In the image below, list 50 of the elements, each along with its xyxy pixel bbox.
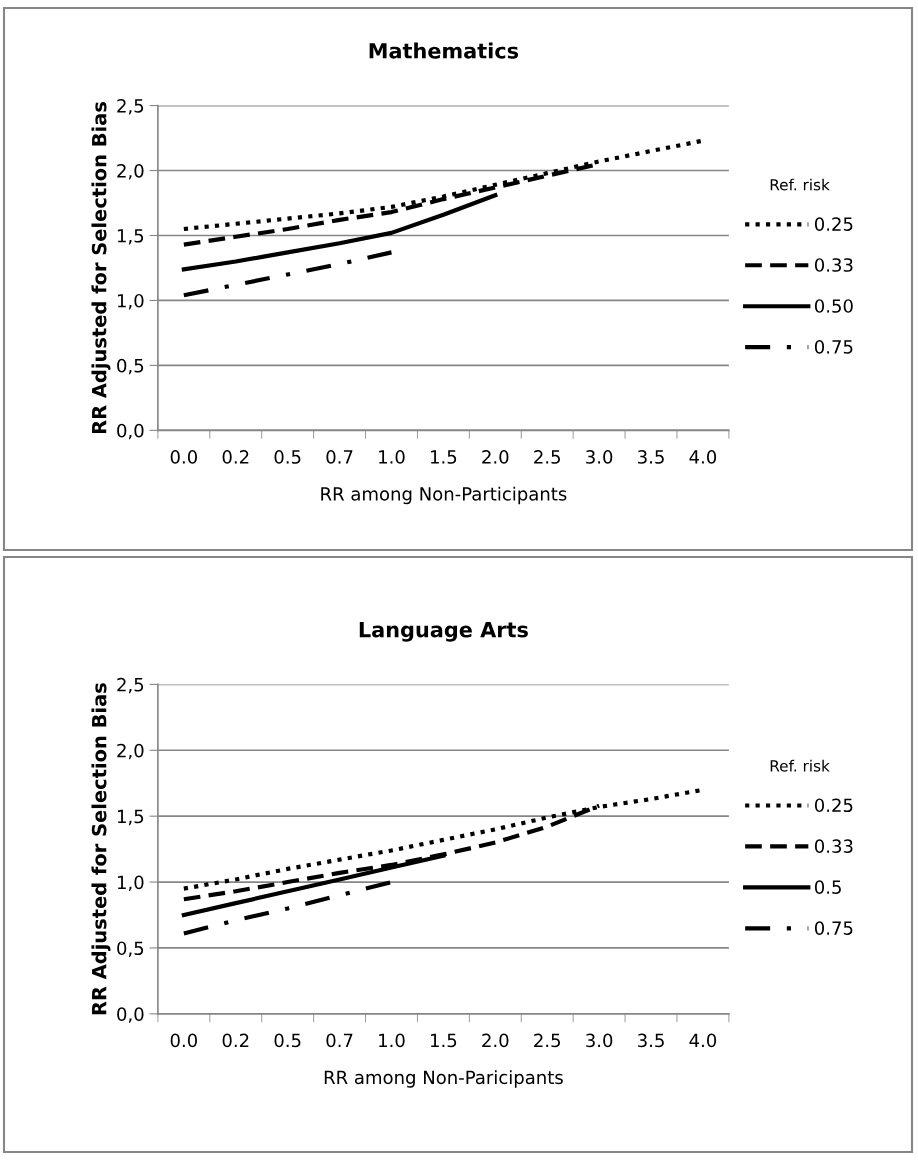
x-tick-label: 2.0 [482,1033,509,1048]
x-tick-label: 3.5 [638,450,664,464]
chart-title: Mathematics [369,42,519,59]
legend-label: 0.33 [814,839,853,854]
x-tick-label: 1.0 [379,450,405,464]
y-tick-label: 1,5 [117,229,144,245]
x-tick-label: 0.0 [170,450,198,464]
y-tick-label: 0,5 [117,358,144,375]
chart-title: Language Arts [359,621,528,642]
x-tick-label: 3.0 [586,450,613,464]
x-tick-label: 0.0 [170,1033,198,1048]
x-tick-label: 2.5 [534,450,560,464]
x-tick-label: 4.0 [689,450,717,464]
x-tick-label: 0.5 [274,450,301,464]
x-tick-label: 3.0 [586,1033,613,1048]
y-axis-title: RR Adjusted for Selection Bias [91,683,111,1015]
legend-title: Ref. risk [770,759,830,772]
x-axis-title: RR among Non-Paricipants [324,1070,563,1088]
y-tick-label: 2,0 [117,743,144,760]
x-tick-label: 0.7 [326,450,353,464]
legend-title: Ref. risk [770,178,830,191]
x-tick-label: 1.5 [431,450,457,464]
legend-label: 0.5 [814,880,841,894]
x-tick-label: 1.5 [431,1033,457,1048]
legend-label: 0.25 [814,217,853,231]
x-tick-label: 2.0 [482,450,509,464]
y-tick-label: 0,5 [117,941,144,957]
x-tick-label: 0.2 [222,1033,249,1048]
legend-label: 0.33 [814,258,853,272]
x-tick-label: 0.7 [326,1033,353,1048]
x-tick-label: 4.0 [689,1033,717,1048]
y-tick-label: 1,5 [117,809,144,826]
x-tick-label: 2.5 [534,1033,560,1048]
x-tick-label: 1.0 [379,1033,405,1048]
legend-label: 0.50 [814,299,853,313]
y-tick-label: 0,0 [117,1007,144,1023]
x-tick-label: 0.2 [222,450,249,464]
y-tick-label: 1,0 [117,875,144,892]
y-tick-label: 1,0 [117,293,144,310]
y-axis-title: RR Adjusted for Selection Bias [91,101,111,434]
x-tick-label: 0.5 [274,1033,301,1048]
legend-label: 0.25 [814,798,853,813]
y-tick-label: 0,0 [117,423,144,440]
x-tick-label: 3.5 [638,1033,664,1048]
x-axis-title: RR among Non-Participants [321,486,567,505]
y-tick-label: 2,5 [117,99,144,115]
y-tick-label: 2,5 [117,677,144,694]
legend-label: 0.75 [814,921,853,935]
y-tick-label: 2,0 [117,163,144,180]
legend-label: 0.75 [814,340,853,354]
